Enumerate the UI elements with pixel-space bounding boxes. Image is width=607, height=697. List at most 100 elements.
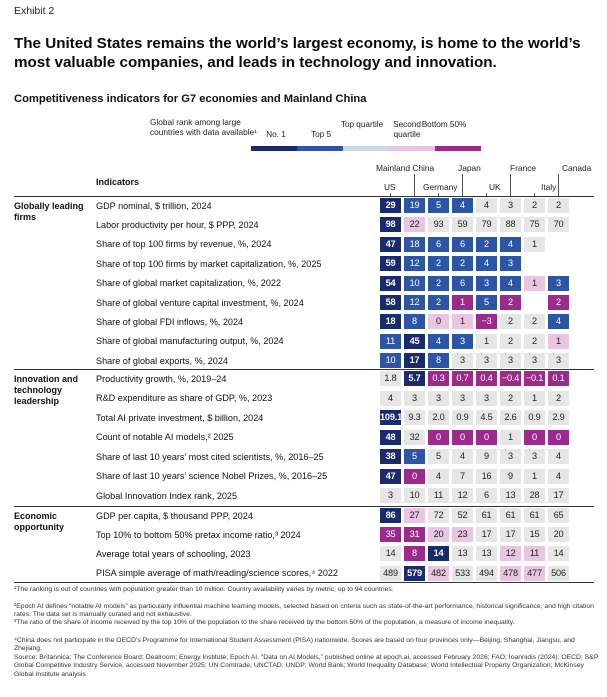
value-cell: 29	[380, 198, 401, 213]
footnote: ⁴China does not participate in the OECD’…	[14, 637, 575, 653]
value-cell: 3	[476, 353, 497, 369]
value-cell: 0.3	[428, 371, 449, 386]
value-cell: 1	[500, 429, 521, 445]
value-cell: 8	[428, 353, 449, 369]
value-cell: 1	[524, 468, 545, 484]
footnote: ¹The ranking is out of countries with po…	[14, 586, 394, 593]
value-cell: 20	[548, 527, 569, 543]
value-cell: 5	[404, 449, 425, 464]
value-cell: 0	[428, 314, 449, 330]
footnote: ³The ratio of the share of income receiv…	[14, 619, 515, 626]
value-cell: 54	[380, 275, 401, 291]
value-cell: 4	[476, 198, 497, 213]
indicator-label: Productivity growth, %, 2019–24	[96, 373, 227, 384]
value-cell: 0.7	[452, 371, 473, 386]
value-cell: 3	[428, 390, 449, 406]
indicator-label: GDP per capita, $ thousand PPP, 2024	[96, 510, 253, 521]
value-cell: 48	[380, 429, 401, 445]
value-cell: 98	[380, 217, 401, 233]
value-cell: 2	[524, 198, 545, 213]
value-cell: 38	[380, 449, 401, 464]
value-cell: 2	[452, 256, 473, 272]
value-cell: 12	[500, 546, 521, 562]
legend-swatch	[435, 146, 481, 151]
value-cell: 9	[476, 449, 497, 464]
indicator-label: Share of last 10 years’ most cited scien…	[96, 451, 324, 462]
value-cell: 17	[476, 527, 497, 543]
value-cell: 3	[548, 353, 569, 369]
value-cell: 2.6	[500, 410, 521, 425]
value-cell: −0.1	[524, 371, 545, 386]
value-cell: 3	[404, 390, 425, 406]
value-cell: 47	[380, 236, 401, 252]
indicator-label: Share of global venture capital investme…	[96, 297, 304, 308]
group-label: Globally leading firms	[14, 201, 84, 222]
value-cell: 45	[404, 333, 425, 349]
indicator-label: Total AI private investment, $ billion, …	[96, 412, 264, 423]
value-cell: 4	[428, 333, 449, 349]
value-cell: 0.4	[476, 371, 497, 386]
value-cell: 2	[500, 295, 521, 310]
value-cell: 72	[428, 508, 449, 523]
value-cell: 5	[476, 295, 497, 310]
value-cell: 61	[524, 508, 545, 523]
country-tick	[414, 174, 415, 196]
value-cell: 11	[428, 488, 449, 503]
value-cell: 61	[500, 508, 521, 523]
group-label: Innovation and technology leadership	[14, 374, 78, 406]
value-cell: 533	[452, 565, 473, 581]
value-cell: 3	[500, 198, 521, 213]
indicator-label: Share of global exports, %, 2024	[96, 355, 228, 366]
value-cell: 2	[524, 314, 545, 330]
value-cell: 12	[404, 295, 425, 310]
indicator-label: GDP nominal, $ trillion, 2024	[96, 200, 212, 211]
group-label: Economic opportunity	[14, 511, 64, 532]
value-cell: 17	[548, 488, 569, 503]
value-cell: 2	[500, 314, 521, 330]
footnote: Source: Britannica; The Conference Board…	[14, 654, 599, 678]
value-cell: 31	[404, 527, 425, 543]
value-cell: 13	[476, 546, 497, 562]
value-cell: 19	[404, 198, 425, 213]
value-cell: 3	[524, 449, 545, 464]
value-cell: 13	[500, 488, 521, 503]
indicator-label: Share of last 10 years’ science Nobel Pr…	[96, 471, 328, 481]
indicator-label: PISA simple average of math/reading/scie…	[96, 568, 338, 579]
value-cell: 3	[476, 275, 497, 291]
country-label: US	[384, 182, 396, 192]
value-cell: 4	[452, 449, 473, 464]
value-cell: 28	[524, 488, 545, 503]
indicator-label: Count of notable AI models,² 2025	[96, 432, 234, 442]
value-cell: 10	[380, 353, 401, 369]
value-cell: 0	[452, 429, 473, 445]
value-cell: 3	[500, 353, 521, 369]
chart-subtitle: Competitiveness indicators for G7 econom…	[14, 93, 367, 105]
value-cell	[548, 256, 569, 271]
value-cell: 17	[500, 527, 521, 543]
value-cell: 3	[452, 333, 473, 349]
legend-swatch	[389, 146, 435, 151]
value-cell: 2	[476, 236, 497, 252]
value-cell: 6	[452, 275, 473, 291]
legend-label: No. 1	[266, 130, 286, 139]
value-cell: 11	[380, 333, 401, 349]
value-cell: 7	[452, 468, 473, 484]
value-cell: 1	[548, 333, 569, 349]
value-cell: 12	[452, 488, 473, 503]
value-cell: 70	[548, 217, 569, 233]
table-bottom-rule	[14, 582, 594, 583]
value-cell: 0	[404, 468, 425, 484]
value-cell: 93	[428, 217, 449, 233]
indicator-label: Global Innovation Index rank, 2025	[96, 490, 238, 501]
value-cell: 2	[500, 390, 521, 406]
value-cell: 4	[548, 449, 569, 464]
value-cell: 65	[548, 508, 569, 523]
value-cell: 0.9	[452, 410, 473, 425]
country-label: Mainland China	[376, 163, 435, 173]
value-cell: 8	[404, 546, 425, 562]
value-cell: 75	[524, 217, 545, 233]
country-tick	[558, 174, 559, 196]
value-cell: 2.9	[548, 410, 569, 425]
indicator-label: Top 10% to bottom 50% pretax income rati…	[96, 529, 301, 540]
value-cell: 6	[428, 236, 449, 252]
